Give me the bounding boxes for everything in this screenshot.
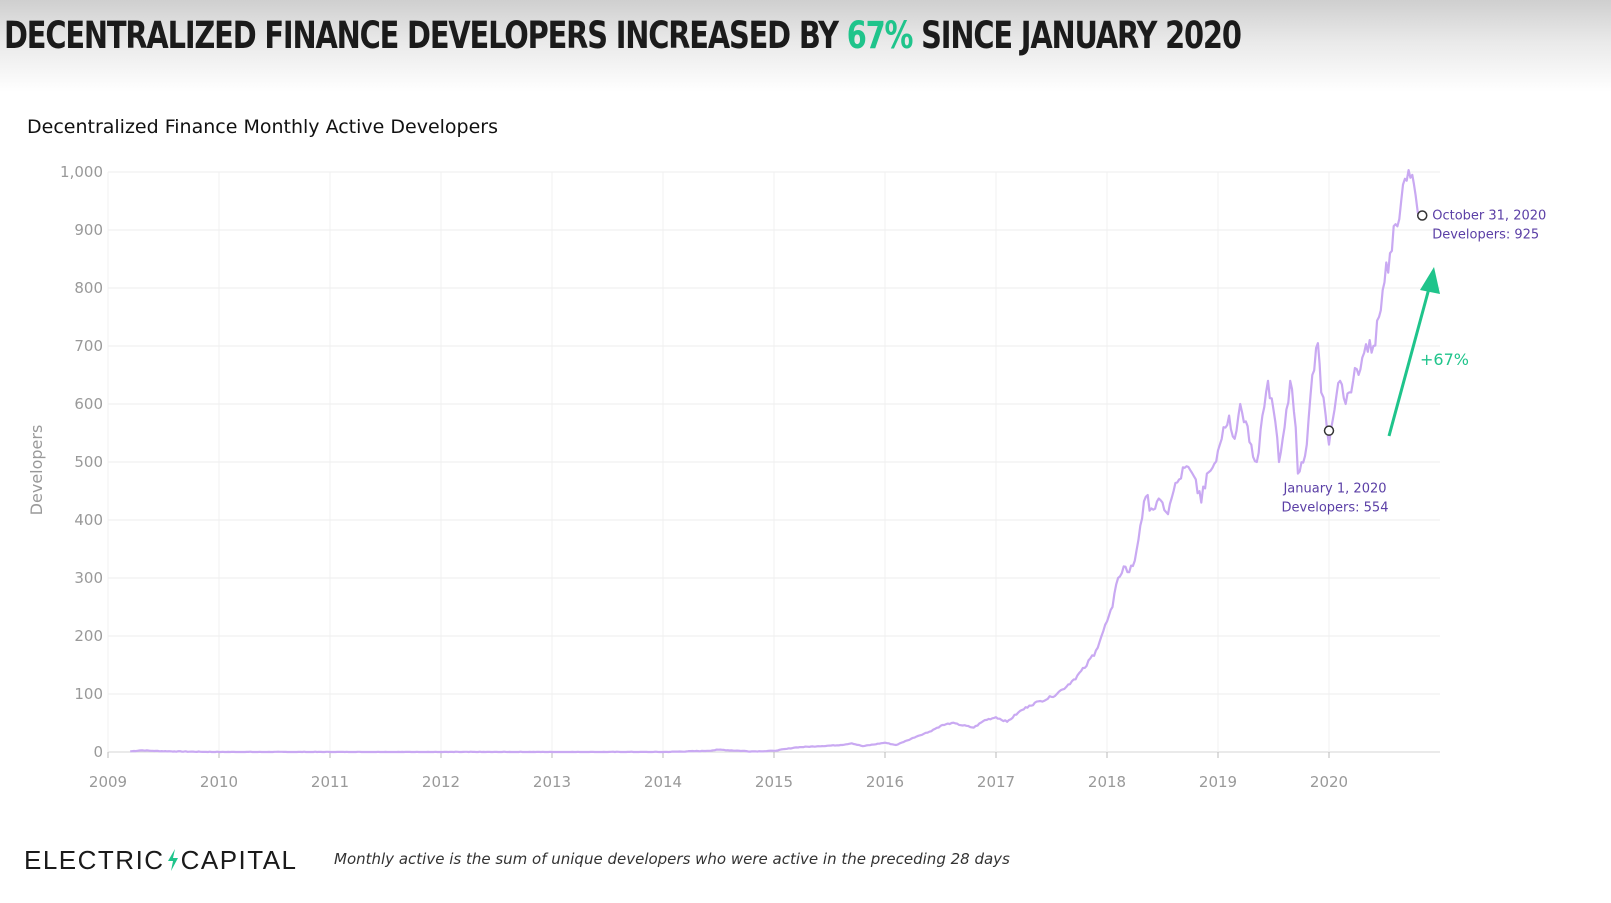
headline-part2: SINCE JANUARY 2020: [912, 14, 1242, 57]
y-axis-label: Developers: [27, 425, 46, 516]
line-chart: 0 100 200 300 400 500 600 700 800 900 1,000 2009 201…: [27, 163, 1546, 791]
x-tick-label: 2019: [1199, 773, 1237, 791]
y-tick-label: 400: [74, 511, 103, 529]
y-tick-label: 0: [93, 743, 103, 761]
logo-text-left: ELECTRIC: [24, 845, 165, 875]
annotation-point: [1323, 425, 1335, 436]
y-tick-label: 700: [74, 337, 103, 355]
x-tick-label: 2015: [755, 773, 793, 791]
footnote: Monthly active is the sum of unique deve…: [334, 850, 1010, 868]
x-tick-label: 2016: [866, 773, 904, 791]
headline-part1: DECENTRALIZED FINANCE DEVELOPERS INCREAS…: [4, 14, 847, 57]
annotation-value: Developers: 925: [1432, 228, 1539, 243]
y-tick-label: 500: [74, 453, 103, 471]
x-tick-label: 2009: [89, 773, 127, 791]
lightning-bolt-icon: [167, 849, 178, 871]
y-tick-label: 100: [74, 685, 103, 703]
x-tick-label: 2010: [200, 773, 238, 791]
y-tick-label: 600: [74, 395, 103, 413]
header-band: [0, 0, 1611, 92]
x-tick-label: 2014: [644, 773, 682, 791]
headline: DECENTRALIZED FINANCE DEVELOPERS INCREAS…: [4, 14, 1242, 57]
headline-highlight: 67%: [846, 14, 914, 57]
series-line: [130, 169, 1424, 754]
y-tick-label: 1,000: [60, 163, 103, 181]
annotation-point: [1416, 210, 1428, 221]
x-tick-label: 2011: [311, 773, 349, 791]
y-tick-label: 900: [74, 221, 103, 239]
x-tick-label: 2017: [977, 773, 1015, 791]
x-tick-label: 2018: [1088, 773, 1126, 791]
y-tick-label: 300: [74, 569, 103, 587]
y-tick-label: 800: [74, 279, 103, 297]
growth-label: +67%: [1420, 350, 1469, 369]
chart-title: Decentralized Finance Monthly Active Dev…: [27, 116, 498, 138]
annotation-date: January 1, 2020: [1282, 482, 1386, 497]
growth-arrow-head-icon: [1420, 267, 1440, 294]
y-tick-label: 200: [74, 627, 103, 645]
electric-capital-logo: ELECTRIC CAPITAL: [24, 845, 298, 876]
annotation-value: Developers: 554: [1282, 501, 1389, 516]
x-tick-label: 2020: [1310, 773, 1348, 791]
annotation-date: October 31, 2020: [1432, 209, 1546, 224]
growth-arrow-shaft: [1387, 280, 1433, 437]
x-tick-label: 2012: [422, 773, 460, 791]
x-tick-label: 2013: [533, 773, 571, 791]
logo-text-right: CAPITAL: [180, 845, 298, 875]
